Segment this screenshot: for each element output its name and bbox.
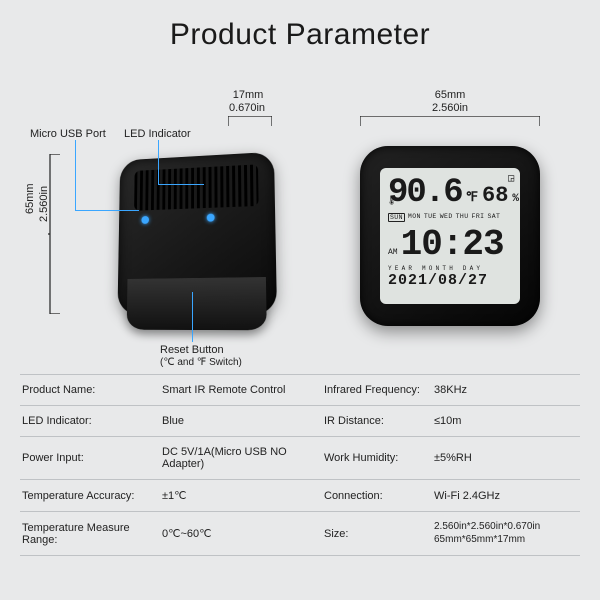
callout-line-led-icon [158,140,159,184]
spec-value: Wi-Fi 2.4GHz [432,480,580,512]
table-row: LED Indicator:BlueIR Distance:≤10m [20,406,580,437]
callout-line-reset-icon [192,292,193,342]
spec-label: Connection: [322,480,432,512]
led-dot-icon [207,214,215,222]
callout-line-led2-icon [158,184,204,185]
callout-line-usb2-icon [75,210,139,211]
spec-value: 38KHz [432,375,580,406]
depth-bracket [228,116,272,130]
spec-value: Blue [160,406,322,437]
table-row: Power Input:DC 5V/1A(Micro USB NO Adapte… [20,437,580,480]
spec-value: 0℃~60℃ [160,512,322,556]
spec-label: IR Distance: [322,406,432,437]
clock: 10:23 [401,224,504,265]
height-bracket [48,154,64,314]
humidity-value: 68 [482,183,508,208]
lcd-screen: ◲ 🌡 90.6 ℉ 68 % SUN MON TUE WED THU FRI … [380,168,520,304]
usb-dot-icon [141,216,149,224]
date: 2021/08/27 [388,272,512,289]
spec-label: Size: [322,512,432,556]
device-front: ◲ 🌡 90.6 ℉ 68 % SUN MON TUE WED THU FRI … [360,146,540,326]
date-labels: YEAR MONTH DAY [388,265,512,272]
spec-label: Temperature Accuracy: [20,480,160,512]
humidity-unit: % [512,193,519,205]
temp-unit: ℉ [466,190,478,205]
width-bracket [360,116,540,130]
temp-value: 90.6 [388,174,462,212]
depth-in: 0.670in [222,102,272,115]
reset-sub-label: (℃ and ℉ Switch) [160,357,242,369]
device-flap [127,277,267,330]
height-mm: 65mm [24,183,37,214]
spec-label: Infrared Frequency: [322,375,432,406]
table-row: Temperature Measure Range:0℃~60℃Size:2.5… [20,512,580,556]
ampm: AM [388,248,398,257]
page-title: Product Parameter [0,0,600,74]
spec-value: Smart IR Remote Control [160,375,322,406]
width-mm: 65mm [395,89,505,102]
spec-label: Work Humidity: [322,437,432,480]
thermometer-icon: 🌡 [386,196,397,206]
width-in: 2.560in [395,102,505,115]
table-row: Product Name:Smart IR Remote ControlInfr… [20,375,580,406]
depth-mm: 17mm [228,89,268,102]
usb-label: Micro USB Port [30,128,106,141]
spec-value: DC 5V/1A(Micro USB NO Adapter) [160,437,322,480]
diagram-area: 65mm 2.560in 17mm 0.670in 65mm 2.560in M… [0,74,600,374]
device-back [117,152,277,315]
spec-table: Product Name:Smart IR Remote ControlInfr… [20,374,580,556]
callout-line-usb-icon [75,140,76,210]
spec-value: 2.560in*2.560in*0.670in65mm*65mm*17mm [432,512,580,556]
spec-label: LED Indicator: [20,406,160,437]
table-row: Temperature Accuracy:±1℃Connection:Wi-Fi… [20,480,580,512]
days-row: SUN MON TUE WED THU FRI SAT [388,213,512,222]
spec-label: Product Name: [20,375,160,406]
spec-value: ≤10m [432,406,580,437]
spec-value: ±1℃ [160,480,322,512]
spec-label: Temperature Measure Range: [20,512,160,556]
spec-value: ±5%RH [432,437,580,480]
wifi-icon: ◲ [508,173,514,185]
reset-label: Reset Button [160,344,224,357]
spec-label: Power Input: [20,437,160,480]
